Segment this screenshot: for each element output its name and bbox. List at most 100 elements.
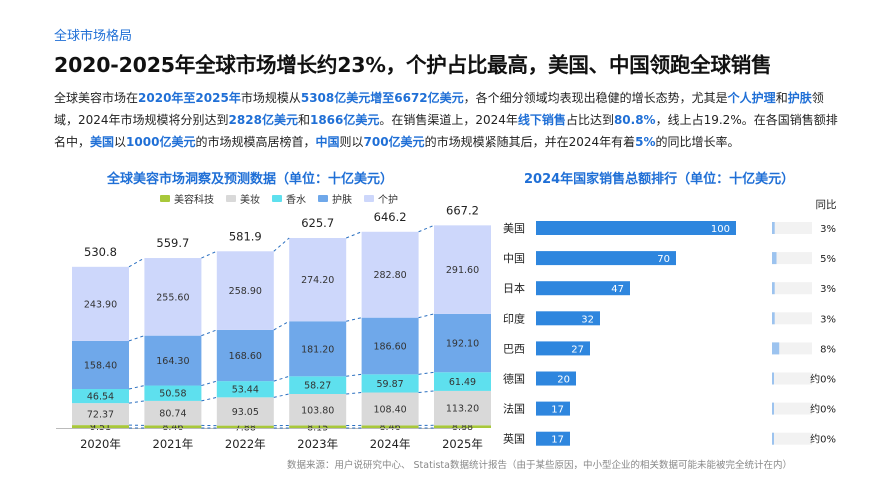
segment-value-label: 291.60 — [446, 265, 479, 276]
segment-value-label: 61.49 — [449, 377, 476, 388]
stacked-bar-segment — [361, 374, 419, 393]
x-tick-label: 2024年 — [370, 437, 411, 451]
summary-highlight: 护肤 — [787, 91, 812, 105]
summary-text: 领域，2024年市场规模将分别达到 — [54, 91, 824, 127]
country-label: 法国 — [503, 402, 525, 416]
summary-highlight: 80.8% — [613, 113, 656, 127]
summary-highlight: 1866亿美元 — [309, 113, 380, 127]
section-tag: 全球市场格局 — [54, 29, 133, 44]
connector-dashed-line — [418, 371, 435, 375]
stacked-bar-segment — [144, 385, 202, 401]
summary-text: 。在销售渠道上，2024年 — [379, 113, 518, 127]
legend-swatch — [364, 195, 374, 202]
segment-value-label: 58.27 — [304, 381, 331, 392]
x-tick-label: 2021年 — [153, 437, 194, 451]
segment-value-label: 186.60 — [373, 341, 406, 352]
connector-dashed-line — [346, 373, 362, 377]
country-bar — [536, 251, 676, 266]
yoy-label: 8% — [820, 344, 836, 355]
legend-label: 美容科技 — [174, 195, 214, 206]
segment-value-label: 108.40 — [373, 404, 406, 415]
legend-swatch — [272, 195, 282, 202]
stacked-bar-segment — [361, 231, 419, 318]
segment-value-label: 93.05 — [232, 407, 259, 418]
bar-total-label: 581.9 — [229, 229, 262, 243]
summary-text: 市场规模从 — [240, 91, 301, 105]
country-label: 中国 — [503, 252, 525, 265]
ranking-chart-title: 2024年国家销售总额排行（单位：十亿美元） — [524, 172, 795, 187]
legend-item: 美妆 — [226, 191, 260, 206]
legend-label: 香水 — [286, 195, 306, 206]
connector-dashed-line — [346, 231, 362, 239]
connector-dashed-line — [128, 400, 145, 404]
yoy-track — [772, 222, 812, 234]
x-tick-label: 2022年 — [225, 437, 266, 451]
yoy-track — [772, 282, 812, 295]
stacked-bar-segment — [289, 321, 347, 377]
connector-dashed-line — [346, 317, 362, 322]
country-bar — [536, 221, 736, 235]
bar-total-label: 559.7 — [156, 236, 189, 250]
summary-highlight: 700亿美元 — [363, 135, 425, 149]
connector-dashed-line — [201, 250, 218, 259]
stacked-bar-segment — [72, 403, 129, 426]
country-bar — [536, 341, 590, 356]
stacked-bar-segment — [72, 425, 129, 428]
yoy-fill-bar — [772, 372, 774, 385]
legend-swatch — [318, 195, 328, 202]
segment-value-label: 164.30 — [156, 356, 189, 367]
segment-value-label: 274.20 — [301, 275, 334, 286]
country-label: 日本 — [503, 281, 525, 295]
stacked-chart-title: 全球美容市场洞察及预测数据（单位：十亿美元） — [107, 172, 394, 187]
segment-value-label: 9.51 — [90, 422, 111, 433]
yoy-track — [772, 342, 812, 355]
country-bar-value: 17 — [551, 435, 564, 446]
connector-dashed-line — [273, 320, 290, 331]
yoy-track — [772, 402, 812, 415]
legend-label: 护肤 — [332, 195, 352, 206]
stacked-bar-segment — [289, 394, 347, 426]
stacked-bar-segment — [289, 237, 347, 322]
yoy-fill-bar — [772, 282, 775, 295]
connector-dashed-line — [273, 237, 290, 252]
stacked-bar-segment — [216, 329, 274, 382]
segment-value-label: 168.60 — [229, 351, 262, 362]
summary-highlight: 中国 — [315, 135, 340, 149]
yoy-fill-bar — [772, 432, 774, 445]
country-label: 美国 — [503, 222, 525, 235]
summary-highlight: 1000亿美元 — [126, 135, 196, 149]
segment-value-label: 59.87 — [376, 379, 403, 390]
summary-text: 以 — [114, 135, 127, 149]
stacked-bar-segment — [289, 425, 347, 428]
connector-dashed-line — [346, 392, 362, 395]
page-headline: 2020-2025年全球市场增长约23%，个护占比最高，美国、中国领跑全球销售 — [54, 53, 772, 77]
country-label: 英国 — [503, 432, 525, 446]
stacked-bar-segment — [434, 372, 491, 391]
connector-dashed-line — [273, 393, 290, 398]
stacked-bar-segment — [72, 340, 129, 389]
legend-item: 护肤 — [318, 191, 352, 206]
x-tick-label: 2020年 — [80, 437, 121, 451]
legend-swatch — [160, 195, 170, 202]
stacked-bar-segment — [216, 425, 274, 428]
x-tick-label: 2023年 — [297, 437, 338, 451]
legend-item: 香水 — [272, 191, 306, 206]
summary-text: 占比达到 — [565, 113, 614, 127]
yoy-track — [772, 252, 812, 265]
source-note: 数据来源：用户说研究中心、 Statista数据统计报告（由于某些原因，中小型企… — [287, 460, 792, 471]
country-bar-value: 27 — [571, 344, 584, 355]
stacked-bar-segment — [144, 258, 202, 336]
stacked-bar-segment — [72, 388, 129, 404]
segment-value-label: 258.90 — [229, 286, 262, 297]
legend-label: 美妆 — [240, 195, 260, 206]
summary-text: ，线上占19.2%。在各国销售额排名中， — [54, 113, 838, 149]
segment-value-label: 243.90 — [84, 299, 117, 310]
summary-highlight: 线下销售 — [517, 113, 566, 127]
summary-text: 则以 — [339, 135, 364, 149]
legend-swatch — [226, 195, 236, 202]
connector-dashed-line — [418, 390, 435, 394]
segment-value-label: 181.20 — [301, 344, 334, 355]
country-label: 巴西 — [503, 342, 525, 355]
stacked-bar-segment — [216, 397, 274, 426]
